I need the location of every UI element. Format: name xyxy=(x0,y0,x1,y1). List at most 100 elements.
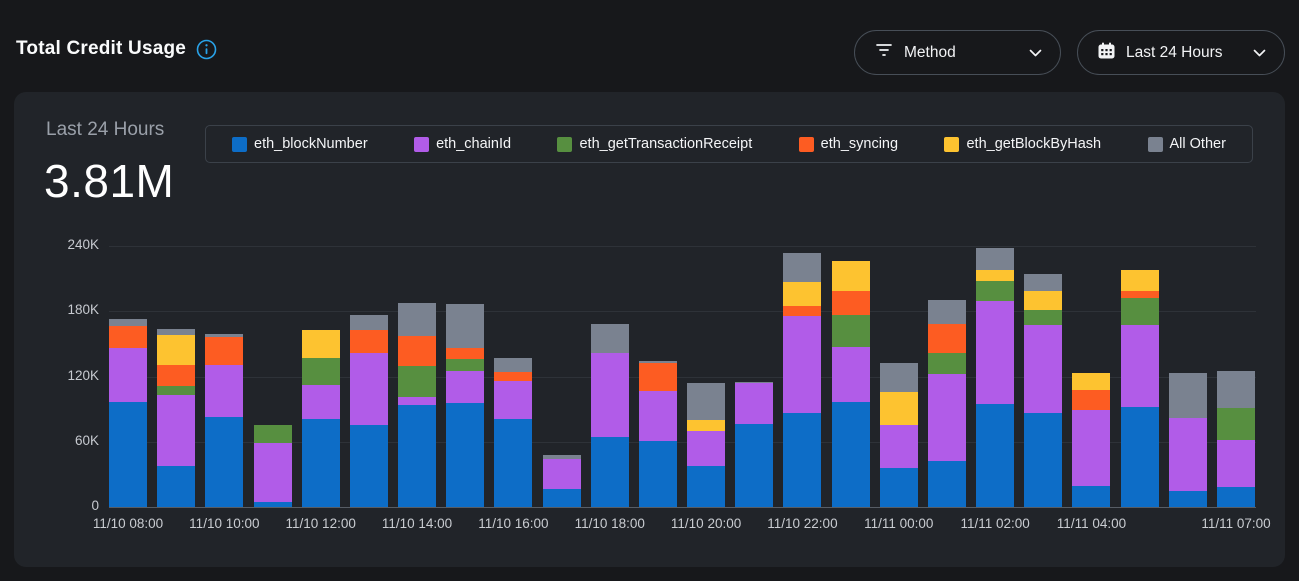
segment-eth-chainid[interactable] xyxy=(687,430,726,466)
segment-all-other[interactable] xyxy=(783,252,822,282)
segment-eth-getblockbyhash[interactable] xyxy=(783,281,822,306)
segment-eth-blocknumber[interactable] xyxy=(1024,413,1063,507)
segment-eth-chainid[interactable] xyxy=(398,397,437,405)
segment-eth-getblockbyhash[interactable] xyxy=(879,391,918,426)
segment-eth-blocknumber[interactable] xyxy=(349,425,388,507)
segment-eth-chainid[interactable] xyxy=(253,442,292,502)
segment-all-other[interactable] xyxy=(879,363,918,392)
segment-eth-syncing[interactable] xyxy=(638,363,677,391)
bar-11-10-18-00[interactable] xyxy=(590,324,629,507)
bar-11-10-12-00[interactable] xyxy=(301,329,340,507)
segment-eth-blocknumber[interactable] xyxy=(976,403,1015,507)
bar-11-10-11-00[interactable] xyxy=(253,425,292,507)
bar-11-11-04-00[interactable] xyxy=(1072,373,1111,507)
segment-eth-blocknumber[interactable] xyxy=(638,440,677,507)
segment-eth-getblockbyhash[interactable] xyxy=(157,335,196,365)
segment-eth-blocknumber[interactable] xyxy=(1217,487,1255,507)
segment-eth-gettransactionreceipt[interactable] xyxy=(1120,298,1159,326)
time-range-dropdown[interactable]: Last 24 Hours xyxy=(1077,30,1285,75)
bar-11-10-23-00[interactable] xyxy=(831,261,870,507)
bar-11-11-01-00[interactable] xyxy=(927,300,966,507)
segment-eth-blocknumber[interactable] xyxy=(157,465,196,507)
segment-eth-gettransactionreceipt[interactable] xyxy=(398,365,437,398)
bar-11-10-20-00[interactable] xyxy=(687,383,726,507)
info-icon[interactable] xyxy=(196,39,217,60)
bar-11-10-15-00[interactable] xyxy=(446,303,485,507)
segment-eth-getblockbyhash[interactable] xyxy=(831,261,870,291)
segment-eth-chainid[interactable] xyxy=(494,380,533,419)
bar-11-10-19-00[interactable] xyxy=(638,361,677,507)
segment-eth-gettransactionreceipt[interactable] xyxy=(157,386,196,395)
legend-item-eth-chainid[interactable]: eth_chainId xyxy=(414,136,511,152)
segment-eth-blocknumber[interactable] xyxy=(831,401,870,507)
bar-11-11-00-00[interactable] xyxy=(879,363,918,507)
segment-all-other[interactable] xyxy=(590,324,629,353)
bar-11-10-16-00[interactable] xyxy=(494,358,533,507)
segment-eth-chainid[interactable] xyxy=(1024,325,1063,414)
bar-11-11-06-00[interactable] xyxy=(1168,373,1207,507)
segment-eth-blocknumber[interactable] xyxy=(927,461,966,507)
bar-11-10-21-00[interactable] xyxy=(735,381,774,507)
segment-eth-getblockbyhash[interactable] xyxy=(687,420,726,431)
legend-item-eth-blocknumber[interactable]: eth_blockNumber xyxy=(232,136,368,152)
segment-eth-blocknumber[interactable] xyxy=(109,401,147,507)
segment-all-other[interactable] xyxy=(1024,274,1063,291)
legend-item-all-other[interactable]: All Other xyxy=(1147,136,1226,152)
segment-eth-blocknumber[interactable] xyxy=(253,501,292,507)
segment-eth-getblockbyhash[interactable] xyxy=(301,329,340,359)
segment-eth-chainid[interactable] xyxy=(1168,417,1207,491)
segment-eth-chainid[interactable] xyxy=(927,374,966,462)
segment-eth-syncing[interactable] xyxy=(157,364,196,387)
bar-11-10-09-00[interactable] xyxy=(157,328,196,507)
segment-eth-gettransactionreceipt[interactable] xyxy=(253,425,292,443)
segment-eth-gettransactionreceipt[interactable] xyxy=(1217,408,1255,440)
segment-all-other[interactable] xyxy=(446,303,485,349)
segment-eth-blocknumber[interactable] xyxy=(1120,406,1159,507)
segment-eth-gettransactionreceipt[interactable] xyxy=(1024,310,1063,326)
segment-eth-gettransactionreceipt[interactable] xyxy=(927,352,966,375)
bar-11-11-07-00[interactable] xyxy=(1217,371,1255,507)
segment-eth-syncing[interactable] xyxy=(446,348,485,360)
segment-all-other[interactable] xyxy=(927,300,966,325)
bar-11-10-10-00[interactable] xyxy=(205,334,244,507)
segment-eth-syncing[interactable] xyxy=(205,337,244,365)
segment-eth-blocknumber[interactable] xyxy=(542,488,581,507)
segment-all-other[interactable] xyxy=(976,248,1015,270)
segment-all-other[interactable] xyxy=(1168,373,1207,418)
bar-11-10-13-00[interactable] xyxy=(349,314,388,507)
segment-eth-chainid[interactable] xyxy=(1217,439,1255,488)
segment-eth-chainid[interactable] xyxy=(879,425,918,468)
bar-11-10-17-00[interactable] xyxy=(542,454,581,507)
segment-eth-gettransactionreceipt[interactable] xyxy=(976,280,1015,302)
legend-item-eth-getblockbyhash[interactable]: eth_getBlockByHash xyxy=(944,136,1101,152)
segment-eth-chainid[interactable] xyxy=(349,352,388,426)
segment-eth-chainid[interactable] xyxy=(976,301,1015,404)
segment-eth-syncing[interactable] xyxy=(398,336,437,366)
segment-eth-gettransactionreceipt[interactable] xyxy=(831,314,870,348)
segment-eth-syncing[interactable] xyxy=(1120,290,1159,299)
segment-all-other[interactable] xyxy=(205,334,244,338)
segment-eth-blocknumber[interactable] xyxy=(398,404,437,507)
segment-all-other[interactable] xyxy=(494,358,533,373)
segment-all-other[interactable] xyxy=(157,328,196,336)
segment-eth-blocknumber[interactable] xyxy=(783,413,822,507)
segment-eth-blocknumber[interactable] xyxy=(590,437,629,507)
segment-eth-blocknumber[interactable] xyxy=(1072,486,1111,507)
segment-eth-blocknumber[interactable] xyxy=(879,467,918,507)
segment-all-other[interactable] xyxy=(349,314,388,330)
segment-eth-chainid[interactable] xyxy=(783,315,822,414)
segment-eth-blocknumber[interactable] xyxy=(735,424,774,507)
segment-eth-getblockbyhash[interactable] xyxy=(1024,290,1063,311)
bar-11-10-08-00[interactable] xyxy=(109,318,147,507)
segment-eth-chainid[interactable] xyxy=(301,385,340,419)
segment-eth-syncing[interactable] xyxy=(349,329,388,353)
segment-eth-chainid[interactable] xyxy=(205,364,244,417)
segment-all-other[interactable] xyxy=(735,381,774,384)
segment-all-other[interactable] xyxy=(398,302,437,337)
segment-eth-syncing[interactable] xyxy=(927,324,966,353)
segment-eth-chainid[interactable] xyxy=(1120,325,1159,407)
segment-eth-blocknumber[interactable] xyxy=(494,418,533,507)
segment-eth-blocknumber[interactable] xyxy=(301,418,340,507)
segment-eth-getblockbyhash[interactable] xyxy=(1120,269,1159,291)
segment-eth-syncing[interactable] xyxy=(1072,389,1111,411)
